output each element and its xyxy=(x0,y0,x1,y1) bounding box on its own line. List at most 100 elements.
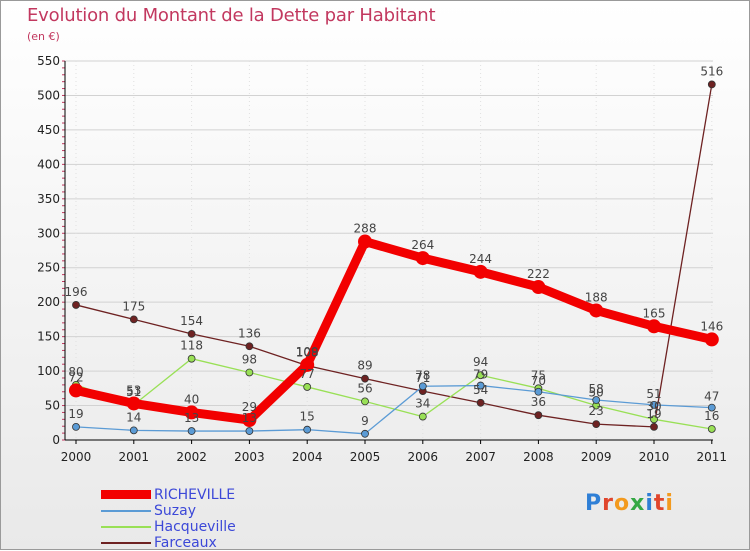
data-point xyxy=(126,396,141,411)
data-label: 244 xyxy=(469,252,492,266)
legend-item: RICHEVILLE xyxy=(101,487,301,503)
data-point xyxy=(589,303,604,318)
y-tick-label: 50 xyxy=(45,399,60,413)
data-point xyxy=(707,403,716,412)
data-point xyxy=(129,426,138,435)
data-label: 109 xyxy=(296,345,319,359)
data-label: 53 xyxy=(126,383,141,397)
series-line-richeville xyxy=(71,237,717,425)
x-tick-label: 2007 xyxy=(465,450,496,464)
data-point xyxy=(187,427,196,435)
series-line-suzay xyxy=(75,384,713,435)
data-point xyxy=(303,383,312,391)
data-label: 72 xyxy=(68,370,83,384)
data-point xyxy=(650,400,658,409)
y-tick-label: 550 xyxy=(37,54,60,68)
data-point xyxy=(184,405,199,420)
data-point xyxy=(361,397,369,406)
data-label: 40 xyxy=(184,392,199,406)
data-label: 58 xyxy=(589,382,604,396)
data-label: 136 xyxy=(238,326,261,340)
data-label: 94 xyxy=(473,355,488,369)
data-point xyxy=(707,425,716,433)
logo-letter: P xyxy=(585,491,603,516)
legend-label: RICHEVILLE xyxy=(154,487,236,503)
data-point xyxy=(69,383,83,398)
data-point xyxy=(245,427,254,435)
data-label: 15 xyxy=(300,410,315,424)
legend-swatch xyxy=(101,542,151,544)
data-label: 146 xyxy=(700,319,723,333)
data-label: 118 xyxy=(180,339,203,353)
x-tick-label: 2008 xyxy=(523,450,554,464)
data-point xyxy=(592,420,601,429)
legend-item: Farceaux xyxy=(101,535,301,551)
data-label: 165 xyxy=(643,306,666,320)
logo-letter: t xyxy=(653,491,666,516)
legend-label: Hacqueville xyxy=(154,519,236,535)
data-point xyxy=(704,332,719,347)
data-label: 75 xyxy=(531,368,546,382)
data-point xyxy=(476,398,485,407)
data-point xyxy=(187,329,196,338)
data-label: 516 xyxy=(700,64,723,78)
data-label: 175 xyxy=(122,299,145,313)
series-line-farceaux xyxy=(75,83,713,428)
data-point xyxy=(300,357,315,372)
data-point xyxy=(415,251,430,266)
data-point xyxy=(473,264,488,279)
data-point xyxy=(242,413,257,428)
data-point xyxy=(650,415,658,424)
logo-letter: i xyxy=(665,491,674,516)
y-tick-label: 150 xyxy=(37,330,60,344)
data-point xyxy=(531,280,546,295)
data-point xyxy=(534,387,543,396)
data-point xyxy=(647,319,661,334)
y-tick-label: 100 xyxy=(37,364,60,378)
chart-title: Evolution du Montant de la Dette par Hab… xyxy=(27,5,436,26)
data-label: 70 xyxy=(531,374,546,388)
logo-letter: r xyxy=(602,491,614,516)
data-point xyxy=(707,80,716,89)
data-label: 51 xyxy=(126,385,141,399)
data-point xyxy=(361,374,369,383)
data-point xyxy=(476,381,485,390)
logo-letter: x xyxy=(630,491,646,516)
data-label: 34 xyxy=(415,397,430,411)
data-label: 288 xyxy=(354,222,377,236)
data-point xyxy=(418,412,427,421)
data-label: 56 xyxy=(357,381,372,395)
data-point xyxy=(72,423,80,431)
data-label: 71 xyxy=(415,371,430,385)
legend-label: Suzay xyxy=(154,503,196,519)
data-label: 108 xyxy=(296,346,319,360)
data-label: 51 xyxy=(646,387,661,401)
x-tick-label: 2003 xyxy=(234,450,265,464)
data-label: 9 xyxy=(361,414,369,428)
data-label: 79 xyxy=(473,368,488,382)
data-label: 89 xyxy=(357,359,372,373)
data-point xyxy=(650,423,658,431)
legend-swatch xyxy=(101,526,151,528)
data-point xyxy=(187,354,196,363)
data-label: 14 xyxy=(126,410,141,424)
chart-unit-label: (en €) xyxy=(27,30,60,43)
y-tick-label: 250 xyxy=(37,261,60,275)
data-label: 196 xyxy=(65,285,88,299)
legend-swatch xyxy=(101,490,151,499)
y-tick-label: 0 xyxy=(52,433,60,447)
data-label: 13 xyxy=(184,411,199,425)
data-label: 30 xyxy=(646,399,661,413)
logo-letter: o xyxy=(613,491,631,516)
y-tick-label: 500 xyxy=(37,88,60,102)
data-point xyxy=(476,371,485,380)
data-point xyxy=(418,382,427,391)
data-point xyxy=(72,301,80,309)
data-label: 16 xyxy=(704,409,719,423)
data-label: 29 xyxy=(242,400,257,414)
y-tick-label: 200 xyxy=(37,295,60,309)
x-tick-label: 2009 xyxy=(581,450,612,464)
legend-item: Suzay xyxy=(101,503,301,519)
